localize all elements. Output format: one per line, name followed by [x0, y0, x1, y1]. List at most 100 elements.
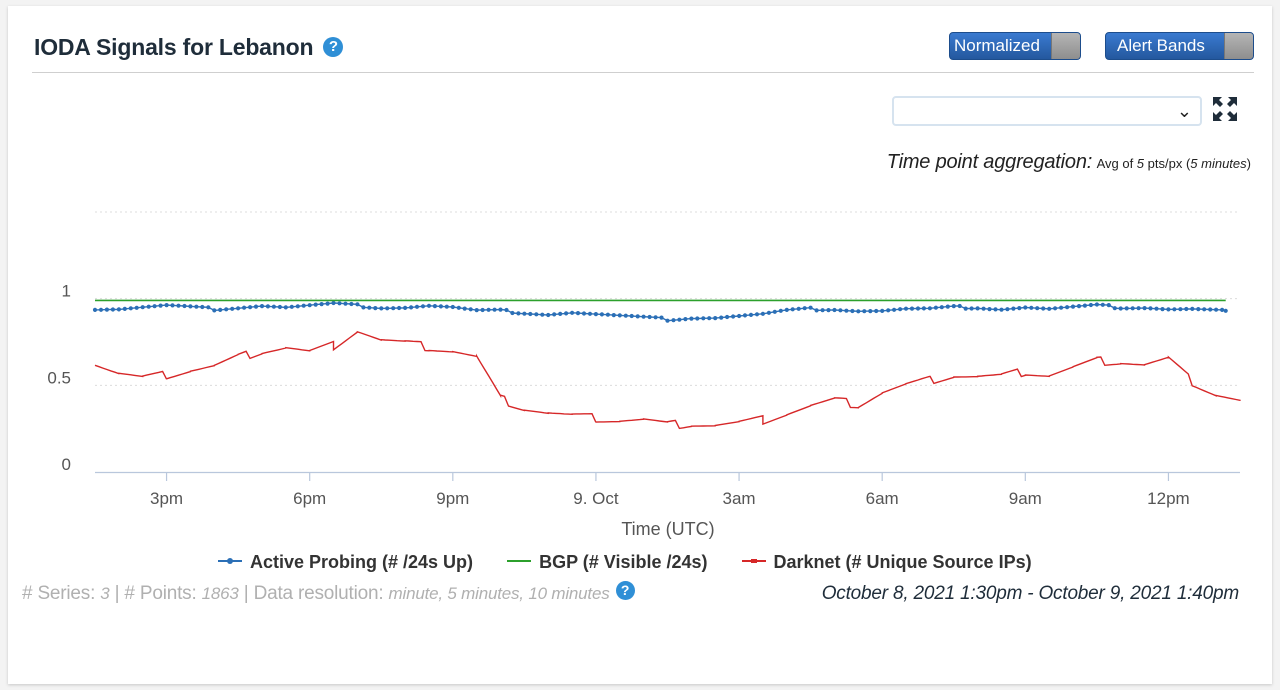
- series-point-active-probing: [409, 305, 414, 310]
- legend-active-probing[interactable]: Active Probing (# /24s Up): [218, 552, 473, 573]
- series-point-active-probing: [313, 302, 318, 307]
- chart-meta: # Series: 3 | # Points: 1863 | Data reso…: [22, 581, 635, 605]
- series-point-active-probing: [564, 311, 569, 316]
- series-point-active-probing: [528, 311, 533, 317]
- series-point-active-probing: [784, 307, 789, 312]
- series-point-active-probing: [385, 306, 390, 311]
- series-point-active-probing: [510, 310, 515, 316]
- alert-bands-toggle[interactable]: Alert Bands: [1105, 32, 1254, 60]
- series-point-active-probing: [224, 307, 229, 312]
- series-point-active-probing: [236, 306, 241, 311]
- series-point-active-probing: [814, 308, 819, 313]
- series-point-active-probing: [367, 305, 372, 310]
- legend-bgp-swatch: [507, 560, 532, 563]
- x-tick-label: 9pm: [436, 489, 469, 508]
- series-point-active-probing: [945, 304, 950, 309]
- series-point-active-probing: [516, 311, 521, 316]
- series-point-active-probing: [868, 309, 873, 314]
- series-point-active-probing: [874, 308, 879, 314]
- series-point-active-probing: [993, 307, 998, 312]
- series-point-active-probing: [104, 307, 109, 312]
- series-point-active-probing: [426, 303, 432, 308]
- legend-darknet-swatch: [741, 559, 766, 564]
- series-point-active-probing: [951, 304, 956, 309]
- legend-darknet[interactable]: Darknet (# Unique Source IPs): [741, 552, 1032, 573]
- series-point-active-probing: [134, 305, 139, 310]
- series-point-active-probing: [1112, 306, 1117, 311]
- series-point-active-probing: [206, 305, 211, 310]
- series-point-active-probing: [492, 307, 497, 312]
- series-point-active-probing: [575, 311, 581, 316]
- series-point-active-probing: [128, 306, 133, 311]
- expand-arrows-icon[interactable]: [1210, 94, 1240, 124]
- series-point-active-probing: [176, 303, 181, 308]
- series-point-active-probing: [921, 306, 927, 311]
- legend-bgp[interactable]: BGP (# Visible /24s): [507, 552, 708, 573]
- series-point-active-probing: [862, 309, 867, 314]
- series-point-active-probing: [1142, 306, 1147, 311]
- question-circle-icon[interactable]: ?: [323, 36, 344, 57]
- series-point-active-probing: [856, 309, 861, 314]
- series-point-active-probing: [903, 306, 909, 311]
- series-point-active-probing: [218, 307, 223, 312]
- series-point-active-probing: [116, 307, 121, 312]
- aggregation-close: ): [1246, 156, 1251, 171]
- series-point-active-probing: [677, 317, 682, 322]
- series-point-active-probing: [295, 304, 300, 309]
- series-select[interactable]: ⌄: [892, 96, 1202, 126]
- x-tick-label: 3pm: [150, 489, 183, 508]
- series-point-active-probing: [1059, 305, 1064, 310]
- series-point-active-probing: [623, 313, 628, 318]
- series-point-active-probing: [725, 314, 730, 320]
- series-point-active-probing: [1124, 306, 1129, 311]
- series-point-active-probing: [689, 316, 694, 321]
- normalized-toggle-label: Normalized: [954, 36, 1040, 55]
- series-point-active-probing: [838, 308, 843, 313]
- series-point-active-probing: [1178, 307, 1183, 312]
- series-point-active-probing: [1047, 306, 1052, 311]
- series-point-active-probing: [450, 304, 455, 310]
- series-point-active-probing: [522, 311, 527, 316]
- series-point-active-probing: [748, 312, 754, 317]
- series-point-active-probing: [558, 311, 563, 316]
- series-point-active-probing: [581, 311, 587, 316]
- series-point-active-probing: [1148, 306, 1153, 311]
- series-point-active-probing: [1106, 303, 1111, 308]
- series-point-active-probing: [987, 307, 992, 312]
- alert-bands-toggle-knob[interactable]: [1224, 33, 1253, 59]
- series-point-active-probing: [283, 305, 288, 310]
- series-point-active-probing: [1017, 306, 1022, 311]
- series-point-active-probing: [570, 310, 575, 315]
- series-point-active-probing: [766, 310, 772, 315]
- series-point-active-probing: [617, 313, 622, 318]
- series-point-active-probing: [1070, 304, 1076, 309]
- x-tick-label: 12pm: [1147, 489, 1190, 508]
- series-point-active-probing: [772, 309, 777, 314]
- series-point-active-probing: [504, 307, 509, 313]
- series-point-active-probing: [844, 308, 849, 313]
- series-point-active-probing: [432, 304, 437, 309]
- series-point-active-probing: [1035, 306, 1040, 311]
- normalized-toggle[interactable]: Normalized: [949, 32, 1081, 60]
- series-point-active-probing: [1214, 307, 1219, 312]
- series-point-active-probing: [975, 306, 980, 311]
- series-point-active-probing: [820, 308, 825, 313]
- series-point-active-probing: [462, 306, 467, 311]
- series-point-active-probing: [355, 302, 360, 307]
- series-point-active-probing: [1154, 306, 1159, 311]
- series-point-active-probing: [498, 307, 503, 312]
- series-point-active-probing: [731, 314, 736, 319]
- series-point-active-probing: [939, 305, 944, 310]
- question-circle-icon[interactable]: ?: [615, 581, 635, 601]
- series-point-active-probing: [1196, 307, 1201, 312]
- normalized-toggle-knob[interactable]: [1051, 33, 1080, 59]
- series-point-active-probing: [170, 303, 175, 308]
- legend-active-probing-label: Active Probing (# /24s Up): [250, 552, 474, 572]
- series-point-active-probing: [641, 314, 646, 319]
- date-range: October 8, 2021 1:30pm - October 9, 2021…: [821, 583, 1240, 604]
- aggregation-info: Time point aggregation: Avg of 5 pts/px …: [887, 151, 1251, 174]
- series-point-active-probing: [1023, 305, 1028, 310]
- series-point-active-probing: [796, 306, 801, 311]
- series-point-active-probing: [420, 304, 426, 309]
